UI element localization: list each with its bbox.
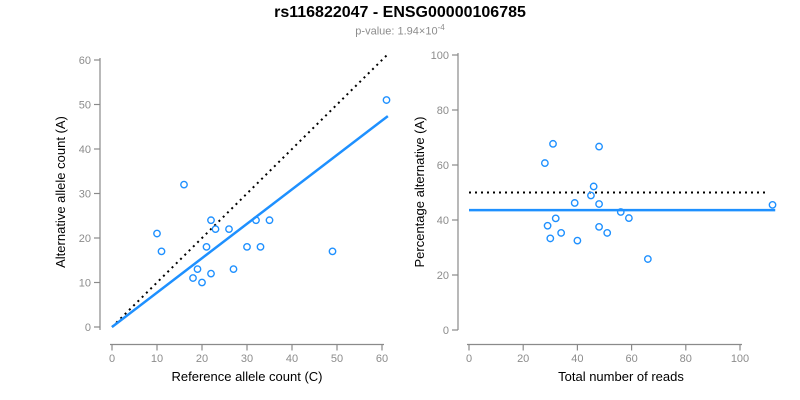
data-point xyxy=(225,225,233,234)
y-tick-label: 40 xyxy=(437,215,449,227)
data-point xyxy=(551,214,560,223)
data-point xyxy=(207,269,215,278)
data-point xyxy=(193,265,202,274)
data-point xyxy=(589,182,598,191)
y-tick-label: 50 xyxy=(79,100,91,112)
data-point xyxy=(207,216,215,225)
right-scatter-plot: 0 20 40 60 80 100 0 20 40 60 80 100 Total number of … xyxy=(412,50,777,384)
data-point xyxy=(573,236,582,245)
data-point xyxy=(557,229,566,237)
data-point xyxy=(540,159,549,167)
y-tick-label: 0 xyxy=(85,322,91,334)
data-point xyxy=(256,242,265,251)
x-tick-label: 30 xyxy=(241,353,253,365)
data-point xyxy=(624,214,633,222)
y-tick-label: 100 xyxy=(431,50,449,62)
data-point xyxy=(157,247,166,256)
data-point xyxy=(595,142,603,151)
data-point xyxy=(595,200,603,208)
x-tick-label: 40 xyxy=(571,353,583,365)
data-point xyxy=(543,221,552,230)
pvalue-text: p-value: 1.94×10 xyxy=(355,25,438,38)
data-point xyxy=(198,278,206,287)
plot-title: rs116822047 - ENSG00000106785 xyxy=(274,4,526,21)
data-point xyxy=(603,229,612,237)
data-point xyxy=(616,208,625,216)
x-tick-label: 0 xyxy=(109,353,115,365)
pvalue-exponent: -4 xyxy=(437,23,445,32)
y-tick-label: 20 xyxy=(437,270,449,282)
y-tick-label: 0 xyxy=(443,325,449,337)
x-tick-label: 20 xyxy=(517,353,529,365)
y-tick-label: 30 xyxy=(79,189,91,201)
data-point xyxy=(243,242,251,251)
data-point xyxy=(180,180,188,189)
data-point xyxy=(549,139,557,148)
y-tick-label: 20 xyxy=(79,233,91,245)
y-axis-title: Alternative allele count (A) xyxy=(53,116,68,268)
x-tick-label: 40 xyxy=(286,353,298,365)
x-axis-title: Total number of reads xyxy=(558,369,684,384)
identity-line xyxy=(111,53,389,328)
fit-line xyxy=(111,115,389,328)
data-point xyxy=(570,199,579,207)
y-tick-label: 80 xyxy=(437,105,449,117)
x-tick-label: 100 xyxy=(731,353,749,365)
data-point xyxy=(153,229,161,238)
data-point xyxy=(587,191,595,200)
data-point xyxy=(189,274,197,282)
data-point xyxy=(768,200,777,209)
plot-subtitle: p-value: 1.94×10-4 xyxy=(0,23,800,38)
data-point xyxy=(328,247,337,256)
left-scatter-plot: 0 10 20 30 40 50 60 0 10 20 30 40 50 60 Reference alle… xyxy=(53,53,391,384)
x-axis-title: Reference allele count (C) xyxy=(171,369,322,384)
data-point xyxy=(382,96,391,104)
data-point xyxy=(211,225,220,234)
data-point xyxy=(202,242,211,251)
x-tick-label: 20 xyxy=(196,353,208,365)
x-tick-label: 50 xyxy=(331,353,343,365)
data-point xyxy=(643,255,652,263)
x-tick-label: 0 xyxy=(466,353,472,365)
y-tick-label: 10 xyxy=(79,278,91,290)
data-point xyxy=(252,216,260,225)
data-point xyxy=(546,234,555,243)
x-tick-label: 60 xyxy=(376,353,388,365)
y-tick-label: 40 xyxy=(79,144,91,156)
data-point xyxy=(265,216,274,225)
data-point xyxy=(595,222,603,231)
data-point xyxy=(229,265,238,274)
y-axis-title: Percentage alternative (A) xyxy=(412,116,427,267)
y-tick-label: 60 xyxy=(79,55,91,67)
x-tick-label: 10 xyxy=(151,353,163,365)
x-tick-label: 80 xyxy=(680,353,692,365)
y-tick-label: 60 xyxy=(437,160,449,172)
x-tick-label: 60 xyxy=(625,353,637,365)
